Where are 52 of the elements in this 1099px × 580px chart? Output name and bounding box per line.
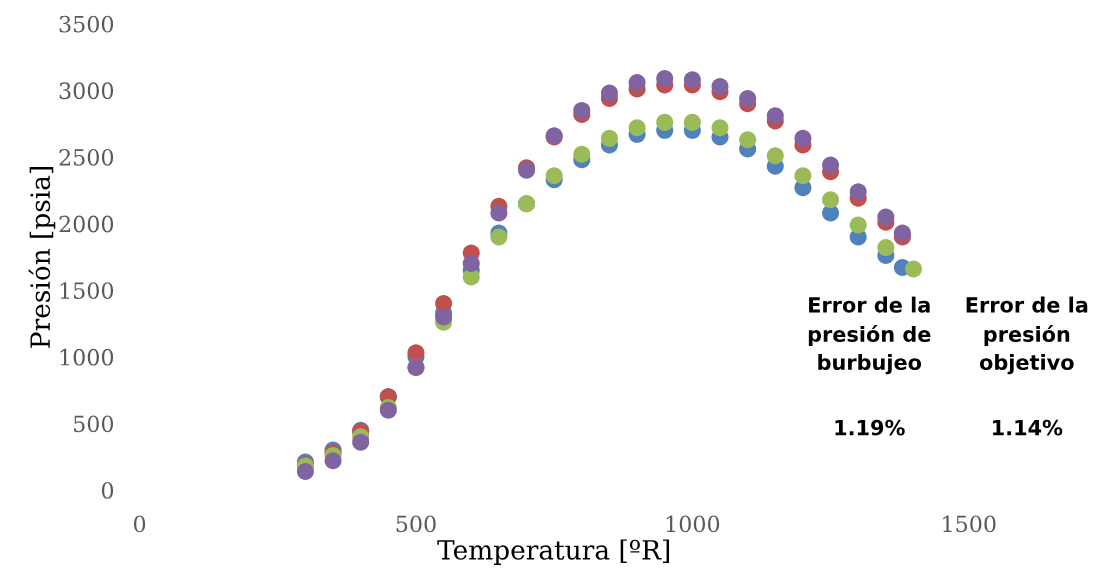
point	[822, 156, 840, 174]
point	[296, 462, 314, 480]
point	[628, 119, 646, 137]
point	[849, 216, 867, 234]
point	[600, 129, 618, 147]
point	[904, 260, 922, 278]
y-tick-label: 0	[101, 482, 114, 499]
point	[462, 255, 480, 273]
point	[573, 145, 591, 163]
annotation: Error de la presión de burbujeo	[808, 296, 931, 375]
point	[711, 77, 729, 95]
annotation: Error de la presión objetivo	[966, 296, 1088, 375]
point	[545, 167, 563, 185]
point	[352, 433, 370, 451]
x-tick-label: 1500	[943, 515, 996, 533]
point	[573, 101, 591, 119]
point	[794, 129, 812, 147]
point	[656, 113, 674, 131]
point	[490, 204, 508, 222]
point	[490, 228, 508, 246]
y-tick-label: 3000	[59, 82, 114, 100]
y-tick-label: 2500	[59, 148, 114, 166]
x-tick-label: 0	[133, 515, 146, 533]
y-axis-title: Presión [psia]	[28, 166, 56, 348]
point	[893, 224, 911, 242]
text: 1.14%	[993, 419, 1063, 436]
y-tick-label: 1500	[60, 282, 114, 300]
point	[766, 107, 784, 125]
point	[683, 71, 701, 89]
point	[600, 84, 618, 102]
annotation: 1.19%	[835, 419, 905, 436]
y-tick-label: 2000	[59, 215, 114, 233]
y-tick-label: 3500	[59, 15, 114, 33]
y-tick-label: 500	[74, 415, 114, 433]
point	[656, 69, 674, 87]
point	[877, 208, 895, 226]
x-tick-label: 500	[396, 515, 436, 533]
point	[877, 239, 895, 257]
x-tick-label: 1000	[666, 515, 720, 533]
point	[435, 308, 453, 326]
point	[849, 183, 867, 201]
point	[739, 131, 757, 149]
y-tick-label: 1000	[60, 348, 114, 366]
point	[822, 191, 840, 209]
x-axis-title: Temperatura [ºR]	[437, 539, 670, 565]
point	[711, 119, 729, 137]
point	[324, 452, 342, 470]
point	[766, 147, 784, 165]
point	[683, 113, 701, 131]
point	[628, 73, 646, 91]
point	[794, 167, 812, 185]
point	[739, 89, 757, 107]
